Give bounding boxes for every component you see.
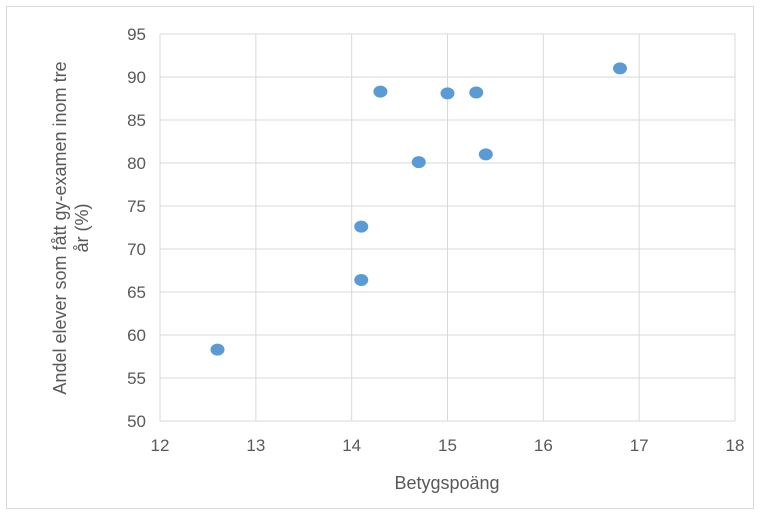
y-tick-label: 75	[127, 197, 146, 216]
x-axis-title: Betygspoäng	[394, 473, 499, 493]
y-axis-title-line-1: Andel elever som fått gy-examen inom tre	[50, 61, 70, 394]
x-tick-label: 15	[438, 436, 457, 455]
data-point	[210, 343, 225, 356]
y-tick-label: 70	[127, 240, 146, 259]
data-point	[613, 62, 627, 75]
x-tick-label: 16	[534, 436, 553, 455]
y-tick-label: 65	[127, 283, 146, 302]
data-point	[440, 87, 455, 100]
y-tick-label: 90	[127, 68, 146, 87]
x-tick-label: 12	[151, 436, 170, 455]
y-tick-label: 95	[127, 25, 146, 44]
x-tick-label: 18	[726, 436, 745, 455]
data-point	[354, 220, 369, 233]
data-point	[478, 148, 493, 161]
data-point	[469, 86, 484, 99]
data-point	[373, 85, 388, 98]
x-tick-label: 14	[342, 436, 361, 455]
y-axis-title-line-2: år (%)	[72, 204, 92, 253]
data-point-layer	[210, 62, 627, 356]
x-tick-label: 17	[630, 436, 649, 455]
tick-label-layer: 50 55 60 65 70 75 80 85 90 95 12 13 14 15 16 17 18	[127, 25, 744, 455]
y-tick-label: 80	[127, 154, 146, 173]
x-tick-label: 13	[246, 436, 265, 455]
data-point	[354, 273, 369, 286]
y-tick-label: 85	[127, 111, 146, 130]
data-point	[411, 156, 426, 169]
y-tick-label: 55	[127, 369, 146, 388]
y-axis-title: Andel elever som fått gy-examen inom tre…	[50, 61, 92, 394]
y-tick-label: 50	[127, 412, 146, 431]
y-tick-label: 60	[127, 326, 146, 345]
